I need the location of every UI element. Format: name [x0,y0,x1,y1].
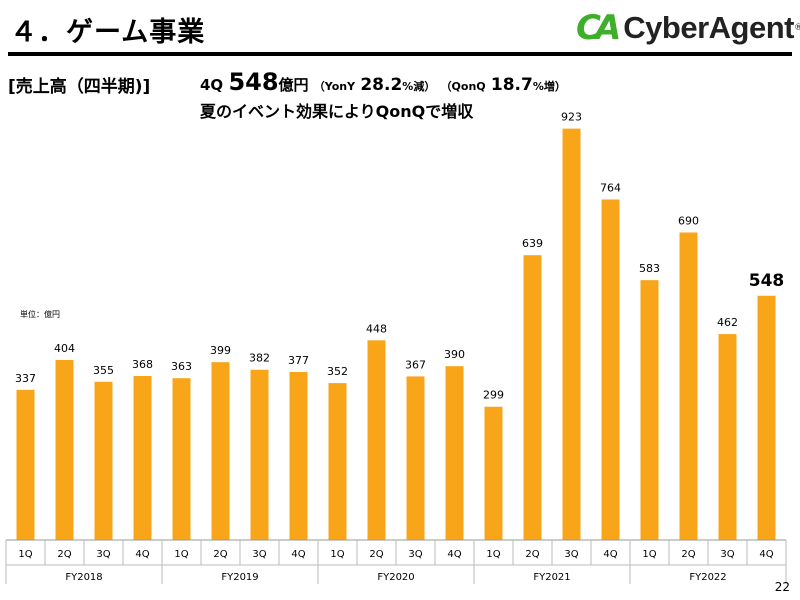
data-label: 399 [210,344,231,357]
data-label: 337 [15,372,36,385]
headline-unit: 億円 [278,76,309,94]
qoq-value: 18.7 [490,75,533,95]
bar [523,255,542,540]
page-number: 22 [774,580,790,594]
headline: 4Q 548億円 （YonY 28.2%減） （QonQ 18.7%増） [200,68,566,96]
group-label: FY2019 [221,572,258,583]
bar [484,406,503,540]
headline-value: 548 [228,68,279,96]
page-title: ４．ゲーム事業 [10,17,206,48]
data-label: 583 [639,262,660,275]
data-label: 462 [717,316,738,329]
logo-registered-mark: ® [793,23,800,33]
subheadline: 夏のイベント効果によりQonQで増収 [200,102,474,121]
bar [289,371,308,540]
data-label: 764 [600,181,621,194]
category-label: 2Q [369,549,383,560]
bar [757,295,776,540]
bar [367,340,386,540]
category-label: 1Q [18,549,32,560]
data-label: 923 [561,111,582,124]
data-label: 390 [444,348,465,361]
bar [562,128,581,540]
category-label: 3Q [252,549,266,560]
headline-quarter: 4Q [200,76,224,94]
data-label: 448 [366,322,387,335]
bar [718,334,737,540]
bar [133,375,152,540]
bar [172,378,191,540]
category-label: 1Q [642,549,656,560]
category-label: 4Q [603,549,617,560]
section-label: [売上高（四半期)] [8,77,151,97]
data-label: 368 [132,358,153,371]
category-label: 3Q [96,549,110,560]
data-label: 355 [93,364,114,377]
bar [445,366,464,540]
data-label: 690 [678,214,699,227]
group-label: FY2021 [533,572,570,583]
data-label: 548 [749,271,785,291]
group-label: FY2018 [65,572,102,583]
bar [640,280,659,540]
category-label: 2Q [213,549,227,560]
title-divider [8,52,792,56]
data-label: 639 [522,237,543,250]
data-label: 299 [483,389,504,402]
qoq-open: （QonQ [440,80,486,93]
data-label: 404 [54,342,75,355]
bar [328,383,347,540]
qoq-suffix: %増） [532,80,566,93]
data-label: 352 [327,365,348,378]
logo-mark: CA [576,8,621,48]
category-label: 3Q [720,549,734,560]
cyberagent-logo: CA CyberAgent ® [576,8,800,48]
bar [406,376,425,540]
data-label: 382 [249,352,270,365]
category-label: 1Q [330,549,344,560]
category-label: 1Q [486,549,500,560]
group-label: FY2022 [689,572,726,583]
bar [211,362,230,540]
yoy-open: （YonY [313,80,356,93]
category-label: 2Q [525,549,539,560]
category-label: 4Q [135,549,149,560]
category-label: 2Q [681,549,695,560]
bar [55,359,74,540]
category-label: 2Q [57,549,71,560]
category-label: 4Q [759,549,773,560]
category-label: 4Q [447,549,461,560]
yoy-suffix: %減） [402,80,436,93]
category-label: 3Q [564,549,578,560]
yoy-value: 28.2 [360,75,403,95]
data-label: 367 [405,358,426,371]
bar [16,389,35,540]
category-label: 3Q [408,549,422,560]
bar [679,232,698,541]
category-label: 1Q [174,549,188,560]
group-label: FY2020 [377,572,414,583]
bar [601,199,620,540]
bar [250,369,269,540]
unit-label: 単位：億円 [20,310,60,319]
data-label: 363 [171,360,192,373]
category-label: 4Q [291,549,305,560]
bar [94,381,113,540]
logo-text: CyberAgent [623,10,794,45]
data-label: 377 [288,354,309,367]
